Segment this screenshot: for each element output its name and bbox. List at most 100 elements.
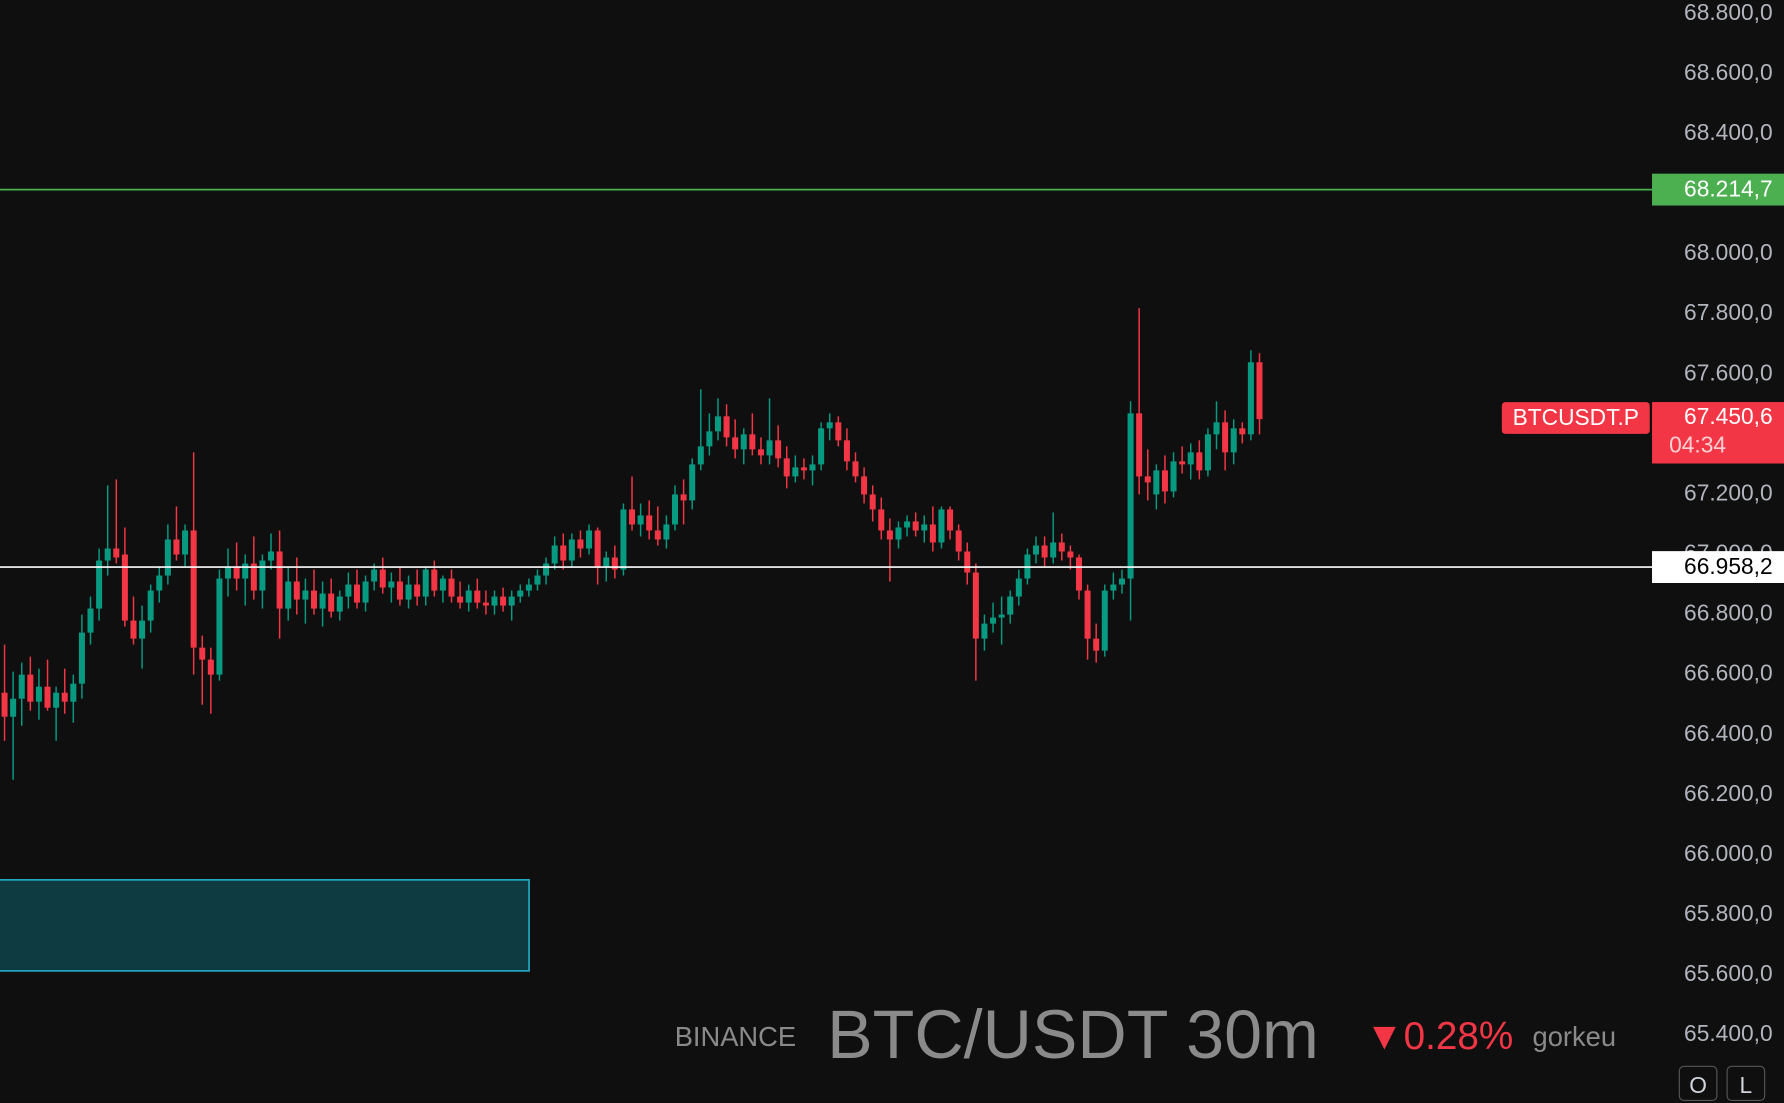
candle-body bbox=[818, 428, 825, 465]
candle-body bbox=[182, 530, 189, 555]
candle-body bbox=[1144, 476, 1151, 483]
last-price-label: 67.450,6 bbox=[1684, 403, 1773, 429]
candle-body bbox=[431, 569, 438, 591]
candle-body bbox=[800, 467, 807, 471]
candle-body bbox=[929, 524, 936, 543]
candle-body bbox=[207, 659, 214, 675]
candle-body bbox=[1239, 428, 1246, 435]
price-line-label-box bbox=[1652, 551, 1784, 583]
candle-body bbox=[199, 647, 206, 660]
candle-body bbox=[482, 602, 489, 606]
candle-body bbox=[44, 686, 51, 708]
y-tick-label: 66.000,0 bbox=[1684, 840, 1773, 866]
candle-body bbox=[809, 464, 816, 471]
candle-body bbox=[1110, 584, 1117, 591]
candle-body bbox=[1153, 470, 1160, 495]
candle-body bbox=[465, 590, 472, 603]
price-line-label: 68.214,7 bbox=[1684, 176, 1773, 202]
candle-body bbox=[869, 494, 876, 510]
candle-body bbox=[414, 584, 421, 597]
candle-body bbox=[285, 581, 292, 609]
candle-body bbox=[568, 539, 575, 561]
candle-body bbox=[216, 578, 223, 675]
watermark-pair: BTC/USDT 30m bbox=[827, 997, 1319, 1073]
scale-button[interactable] bbox=[1678, 1065, 1718, 1102]
candle-body bbox=[104, 548, 111, 561]
y-tick-label: 66.800,0 bbox=[1684, 600, 1773, 626]
candle-body bbox=[1247, 362, 1254, 435]
candle-body bbox=[121, 554, 128, 621]
candle-body bbox=[629, 509, 636, 525]
candle-body bbox=[1058, 542, 1065, 552]
scale-button[interactable] bbox=[1726, 1065, 1766, 1102]
y-tick-label: 68.800,0 bbox=[1684, 0, 1773, 25]
candle-body bbox=[113, 548, 120, 558]
candle-body bbox=[1101, 590, 1108, 651]
candle-body bbox=[173, 539, 180, 555]
y-tick-label: 65.600,0 bbox=[1684, 960, 1773, 986]
candle-body bbox=[156, 575, 163, 591]
symbol-label-box bbox=[1501, 402, 1650, 434]
candle-body bbox=[955, 530, 962, 552]
candle-body bbox=[491, 596, 498, 606]
candle-body bbox=[766, 440, 773, 456]
candle-body bbox=[689, 464, 696, 501]
y-tick-label: 66.200,0 bbox=[1684, 780, 1773, 806]
candle-body bbox=[792, 467, 799, 477]
scale-button-label[interactable]: O bbox=[1689, 1072, 1707, 1098]
candle-body bbox=[328, 593, 335, 612]
candle-body bbox=[130, 620, 137, 639]
candle-body bbox=[422, 569, 429, 597]
candle-body bbox=[96, 560, 103, 609]
candle-body bbox=[371, 569, 378, 582]
candle-body bbox=[603, 557, 610, 567]
candle-body bbox=[233, 566, 240, 579]
candle-body bbox=[835, 422, 842, 441]
y-tick-label: 68.600,0 bbox=[1684, 59, 1773, 85]
candle-body bbox=[972, 572, 979, 639]
candle-body bbox=[611, 557, 618, 570]
price-line-label-box bbox=[1652, 173, 1784, 206]
candle-body bbox=[1075, 557, 1082, 591]
candle-body bbox=[1222, 422, 1229, 453]
candle-body bbox=[852, 461, 859, 477]
candle-body bbox=[517, 590, 524, 597]
candle-body bbox=[895, 527, 902, 540]
candle-body bbox=[843, 440, 850, 462]
candle-body bbox=[1230, 428, 1237, 453]
candle-body bbox=[938, 509, 945, 543]
candle-body bbox=[18, 674, 25, 699]
candle-body bbox=[775, 440, 782, 459]
y-tick-label: 65.400,0 bbox=[1684, 1020, 1773, 1046]
candle-body bbox=[714, 416, 721, 432]
candle-body bbox=[680, 494, 687, 501]
candle-body bbox=[139, 620, 146, 639]
candle-body bbox=[1213, 422, 1220, 435]
candle-body bbox=[1050, 542, 1057, 558]
zone bbox=[0, 878, 530, 972]
candle-body bbox=[783, 458, 790, 477]
candle-body bbox=[732, 437, 739, 450]
candle-body bbox=[964, 551, 971, 573]
candle-body bbox=[904, 521, 911, 528]
candle-body bbox=[534, 575, 541, 585]
candle-body bbox=[1170, 461, 1177, 492]
candle-body bbox=[671, 494, 679, 525]
candle-body bbox=[697, 446, 704, 465]
candle-body bbox=[921, 524, 928, 531]
price-line-label: 66.958,2 bbox=[1684, 553, 1773, 579]
scale-button-label[interactable]: L bbox=[1740, 1072, 1753, 1098]
candle-body bbox=[1007, 596, 1014, 615]
candle-body bbox=[620, 509, 627, 570]
candle-body bbox=[508, 596, 515, 606]
candle-body bbox=[1041, 545, 1048, 558]
candle-body bbox=[1067, 551, 1074, 558]
candle-body bbox=[757, 449, 764, 456]
candle-body bbox=[457, 596, 464, 603]
y-tick-label: 67.200,0 bbox=[1684, 479, 1773, 505]
candle-body bbox=[654, 530, 661, 540]
y-tick-label: 66.400,0 bbox=[1684, 720, 1773, 746]
candle-body bbox=[225, 566, 232, 579]
candle-body bbox=[70, 683, 77, 702]
